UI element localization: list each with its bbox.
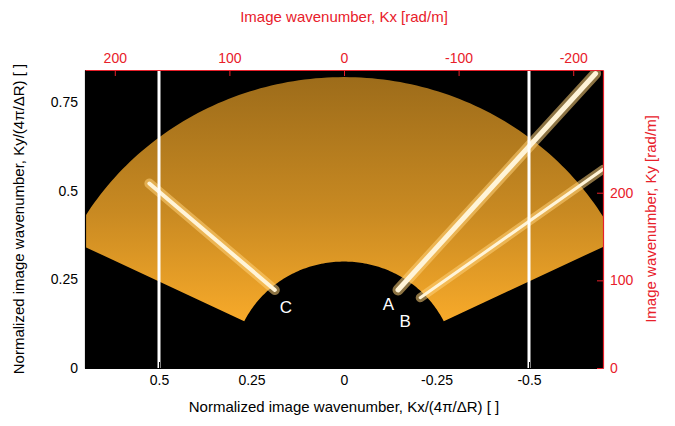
tick: 0.5 — [150, 362, 170, 388]
tick-mark — [597, 280, 603, 281]
tick-label: 0 — [341, 372, 349, 388]
tick: 200 — [104, 50, 128, 76]
y2-axis-title: Image wavenumber, Ky [rad/m] — [642, 115, 659, 323]
streak-label: A — [383, 295, 395, 314]
tick: 200 — [597, 185, 634, 201]
tick-label: 0.5 — [59, 183, 79, 199]
tick: 0.25 — [238, 362, 265, 388]
tick-label: 0.5 — [150, 372, 170, 388]
tick-mark — [344, 70, 345, 76]
vertical-line — [158, 70, 161, 368]
tick: 0.25 — [51, 271, 91, 287]
tick: -100 — [445, 50, 473, 76]
streak — [398, 74, 596, 290]
tick: -200 — [560, 50, 588, 76]
streak-glow — [149, 184, 274, 290]
tick: 100 — [218, 50, 242, 76]
chart: AB C 0.5 0.25 0 -0.25 -0.5 0 0.25 0.5 0.75 200 100 0 -… — [0, 0, 675, 426]
y2-axis: 0 100 200 — [597, 71, 634, 376]
tick-mark — [252, 362, 253, 368]
tick-mark — [344, 362, 345, 368]
x-axis: 0.5 0.25 0 -0.25 -0.5 — [86, 362, 604, 388]
tick-mark — [159, 362, 160, 368]
tick-label: -200 — [560, 50, 588, 66]
spectrum-sector — [85, 77, 603, 321]
tick: 0.75 — [51, 94, 91, 110]
streak-label: B — [399, 312, 410, 331]
x-axis-title: Normalized image wavenumber, Kx/(4π/ΔR) … — [189, 398, 499, 415]
streak-glow — [398, 74, 596, 290]
tick-label: 200 — [610, 185, 634, 201]
x2-axis-title: Image wavenumber, Kx [rad/m] — [240, 8, 448, 25]
tick: -0.25 — [421, 362, 453, 388]
tick-mark — [529, 362, 530, 368]
tick: 100 — [597, 272, 634, 288]
tick-label: 0 — [70, 360, 78, 376]
tick-label: 0.25 — [238, 372, 265, 388]
tick-mark — [597, 368, 603, 369]
tick-mark — [85, 191, 91, 192]
tick: 0 — [341, 50, 349, 76]
streak-label: C — [280, 298, 292, 317]
tick-mark — [85, 279, 91, 280]
tick-label: 100 — [610, 272, 634, 288]
tick-label: 0.75 — [51, 94, 78, 110]
tick-label: -100 — [445, 50, 473, 66]
tick-label: 200 — [104, 50, 128, 66]
tick-label: 100 — [218, 50, 242, 66]
tick: -0.5 — [517, 362, 541, 388]
tick-label: 0 — [341, 50, 349, 66]
streak-glow — [420, 169, 603, 297]
tick: 0 — [597, 360, 618, 376]
streak — [149, 184, 274, 290]
streak — [420, 169, 603, 297]
tick-mark — [573, 70, 574, 76]
y-axis-title: Normalized image wavenumber, Ky/(4π/ΔR) … — [10, 64, 27, 374]
tick-mark — [459, 70, 460, 76]
tick-mark — [437, 362, 438, 368]
tick-label: -0.25 — [421, 372, 453, 388]
plot-area — [85, 70, 603, 368]
tick-label: 0 — [610, 360, 618, 376]
vertical-line — [528, 70, 531, 368]
axis-line — [86, 368, 604, 369]
tick-mark — [597, 193, 603, 194]
y-axis: 0 0.25 0.5 0.75 — [51, 71, 91, 376]
tick-mark — [85, 102, 91, 103]
tick-mark — [229, 70, 230, 76]
axis-line — [603, 71, 604, 369]
axis-line — [85, 71, 86, 369]
tick-mark — [85, 368, 91, 369]
tick-label: 0.25 — [51, 271, 78, 287]
x2-axis: 200 100 0 -100 -200 — [86, 50, 604, 76]
tick-label: -0.5 — [517, 372, 541, 388]
tick: 0.5 — [59, 183, 91, 199]
tick: 0 — [341, 362, 349, 388]
tick-mark — [115, 70, 116, 76]
tick: 0 — [70, 360, 91, 376]
